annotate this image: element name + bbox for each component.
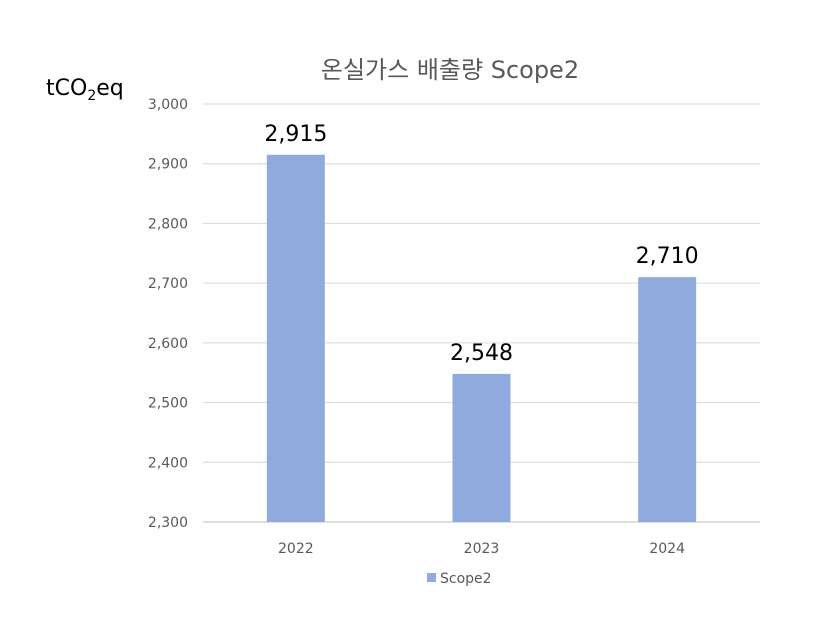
y-tick-label: 2,500: [148, 396, 188, 412]
y-axis-unit-label: tCO2eq: [46, 76, 124, 104]
data-label: 2,710: [636, 244, 699, 269]
legend-swatch: [427, 573, 436, 582]
unit-prefix: tCO: [46, 76, 88, 101]
data-label: 2,915: [264, 122, 327, 147]
bar: [266, 154, 325, 522]
bar: [638, 277, 697, 522]
y-tick-label: 2,900: [148, 157, 188, 173]
legend-label: Scope2: [440, 571, 492, 587]
x-tick-label: 2023: [464, 541, 500, 557]
chart-title: 온실가스 배출량 Scope2: [320, 56, 580, 84]
y-tick-label: 3,000: [148, 97, 188, 113]
x-tick-label: 2022: [278, 541, 314, 557]
x-tick-label: 2024: [649, 541, 685, 557]
y-tick-label: 2,600: [148, 336, 188, 352]
unit-suffix: eq: [96, 76, 124, 101]
y-tick-label: 2,400: [148, 455, 188, 471]
y-tick-label: 2,700: [148, 276, 188, 292]
data-label: 2,548: [450, 341, 513, 366]
y-tick-label: 2,300: [148, 515, 188, 531]
unit-subscript: 2: [87, 88, 97, 104]
bar: [452, 373, 511, 522]
y-tick-label: 2,800: [148, 216, 188, 232]
